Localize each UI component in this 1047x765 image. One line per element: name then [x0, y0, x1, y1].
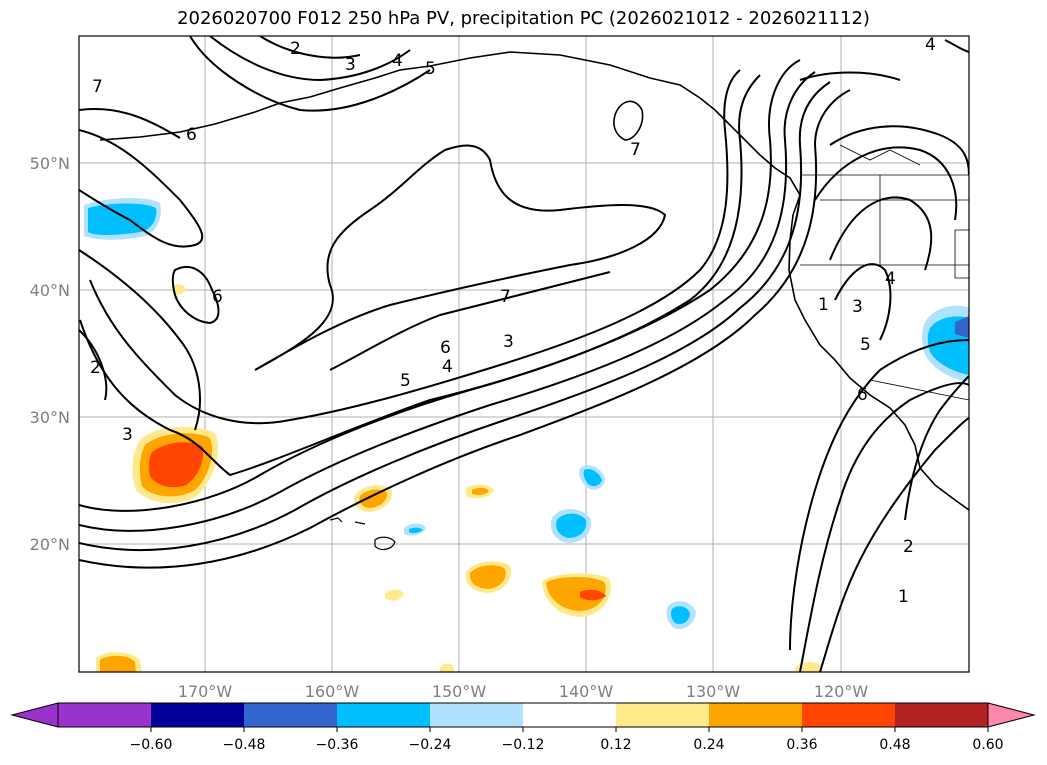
colorbar-cell [430, 703, 524, 727]
contour-label: 3 [122, 425, 133, 445]
contour-label: 7 [630, 140, 641, 160]
colorbar-tick-label: −0.36 [316, 737, 359, 753]
contour-label: 1 [898, 587, 909, 607]
contour-label: 4 [392, 51, 403, 71]
colorbar-tick-label: −0.12 [502, 737, 545, 753]
contour-label: 3 [345, 55, 356, 75]
contour-labels: 2 3 4 5 4 7 6 6 7 6 5 4 3 3 2 7 1 3 5 6 … [90, 35, 936, 607]
lon-label: 130°W [686, 682, 741, 701]
colorbar-tick-label: 0.60 [972, 737, 1003, 753]
contour-label: 2 [290, 39, 301, 59]
colorbar-cell [244, 703, 338, 727]
plot-border [78, 35, 970, 673]
colorbar-ticks: −0.60 −0.48 −0.36 −0.24 −0.12 0.12 0.24 0.36 0.4… [130, 727, 1004, 753]
plot-area [79, 36, 969, 672]
map-title: 2026020700 F012 250 hPa PV, precipitatio… [177, 8, 870, 29]
contour-label: 7 [92, 77, 103, 97]
lat-label: 50°N [30, 154, 70, 173]
colorbar-tick-label: −0.48 [223, 737, 266, 753]
contour-label: 7 [500, 287, 511, 307]
colorbar-extend-right [987, 702, 1036, 728]
lon-label: 140°W [559, 682, 614, 701]
colorbar-cell [709, 703, 803, 727]
colorbar-cells [58, 703, 989, 727]
contour-label: 4 [925, 35, 936, 55]
colorbar-extend-left [10, 702, 59, 728]
colorbar-tick-label: 0.36 [786, 737, 817, 753]
lon-label: 170°W [178, 682, 233, 701]
contour-label: 6 [186, 125, 197, 145]
colorbar-tick-label: 0.12 [600, 737, 631, 753]
lon-label: 160°W [305, 682, 360, 701]
precip-shading [84, 197, 969, 672]
colorbar-cell [337, 703, 431, 727]
colorbar: −0.60 −0.48 −0.36 −0.24 −0.12 0.12 0.24 0.36 0.4… [10, 702, 1036, 753]
lat-labels: 50°N 40°N 30°N 20°N [30, 154, 70, 554]
colorbar-cell [151, 703, 245, 727]
lat-label: 30°N [30, 408, 70, 427]
colorbar-cell [802, 703, 896, 727]
contour-label: 3 [852, 297, 863, 317]
lon-label: 120°W [814, 682, 869, 701]
colorbar-tick-label: 0.24 [693, 737, 724, 753]
colorbar-tick-label: −0.60 [130, 737, 173, 753]
colorbar-cell [895, 703, 989, 727]
colorbar-tick-label: −0.24 [409, 737, 452, 753]
contour-label: 3 [503, 332, 514, 352]
contour-label: 1 [818, 295, 829, 315]
contour-label: 4 [442, 357, 453, 377]
lat-label: 40°N [30, 281, 70, 300]
lon-label: 150°W [432, 682, 487, 701]
pv-contours [79, 36, 969, 672]
contour-label: 5 [400, 371, 411, 391]
colorbar-cell [523, 703, 617, 727]
contour-label: 5 [860, 335, 871, 355]
colorbar-cell [58, 703, 152, 727]
contour-label: 2 [90, 358, 101, 378]
contour-label: 2 [903, 537, 914, 557]
gridlines [79, 36, 969, 672]
contour-label: 6 [857, 385, 868, 405]
lon-labels: 170°W 160°W 150°W 140°W 130°W 120°W [178, 682, 869, 701]
contour-label: 5 [425, 59, 436, 79]
coastlines [99, 51, 969, 551]
lat-label: 20°N [30, 535, 70, 554]
contour-label: 6 [440, 338, 451, 358]
colorbar-tick-label: 0.48 [879, 737, 910, 753]
colorbar-cell [616, 703, 710, 727]
contour-label: 6 [212, 287, 223, 307]
contour-label: 4 [885, 269, 896, 289]
